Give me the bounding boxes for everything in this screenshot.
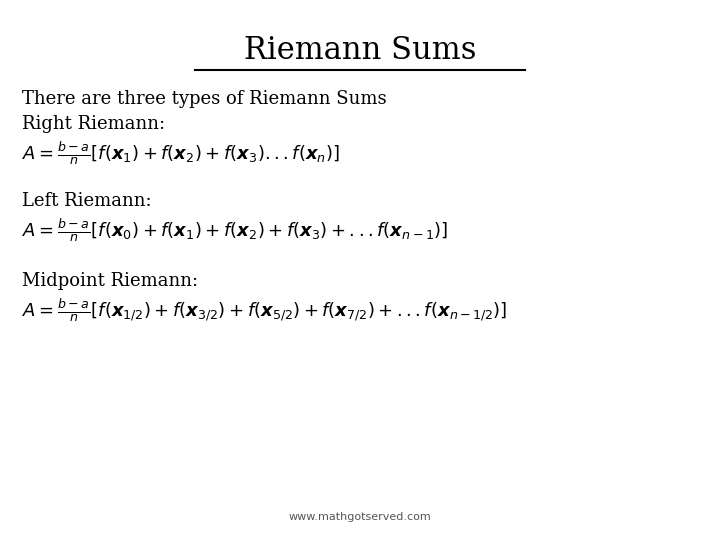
Text: $A=\frac{b-a}{n}[f(\boldsymbol{x}_0)+f(\boldsymbol{x}_1)+f(\boldsymbol{x}_2)+f(\: $A=\frac{b-a}{n}[f(\boldsymbol{x}_0)+f(\… [22,217,449,244]
Text: www.mathgotserved.com: www.mathgotserved.com [289,512,431,522]
Text: Left Riemann:: Left Riemann: [22,192,152,210]
Text: $A=\frac{b-a}{n}[f(\boldsymbol{x}_1)+f(\boldsymbol{x}_2)+f(\boldsymbol{x}_3)...f: $A=\frac{b-a}{n}[f(\boldsymbol{x}_1)+f(\… [22,140,340,167]
Text: $A=\frac{b-a}{n}[f(\boldsymbol{x}_{1/2})+f(\boldsymbol{x}_{3/2})+f(\boldsymbol{x: $A=\frac{b-a}{n}[f(\boldsymbol{x}_{1/2})… [22,297,508,324]
Text: Right Riemann:: Right Riemann: [22,115,165,133]
Text: There are three types of Riemann Sums: There are three types of Riemann Sums [22,90,387,108]
Text: Midpoint Riemann:: Midpoint Riemann: [22,272,198,290]
Text: Riemann Sums: Riemann Sums [244,35,476,66]
